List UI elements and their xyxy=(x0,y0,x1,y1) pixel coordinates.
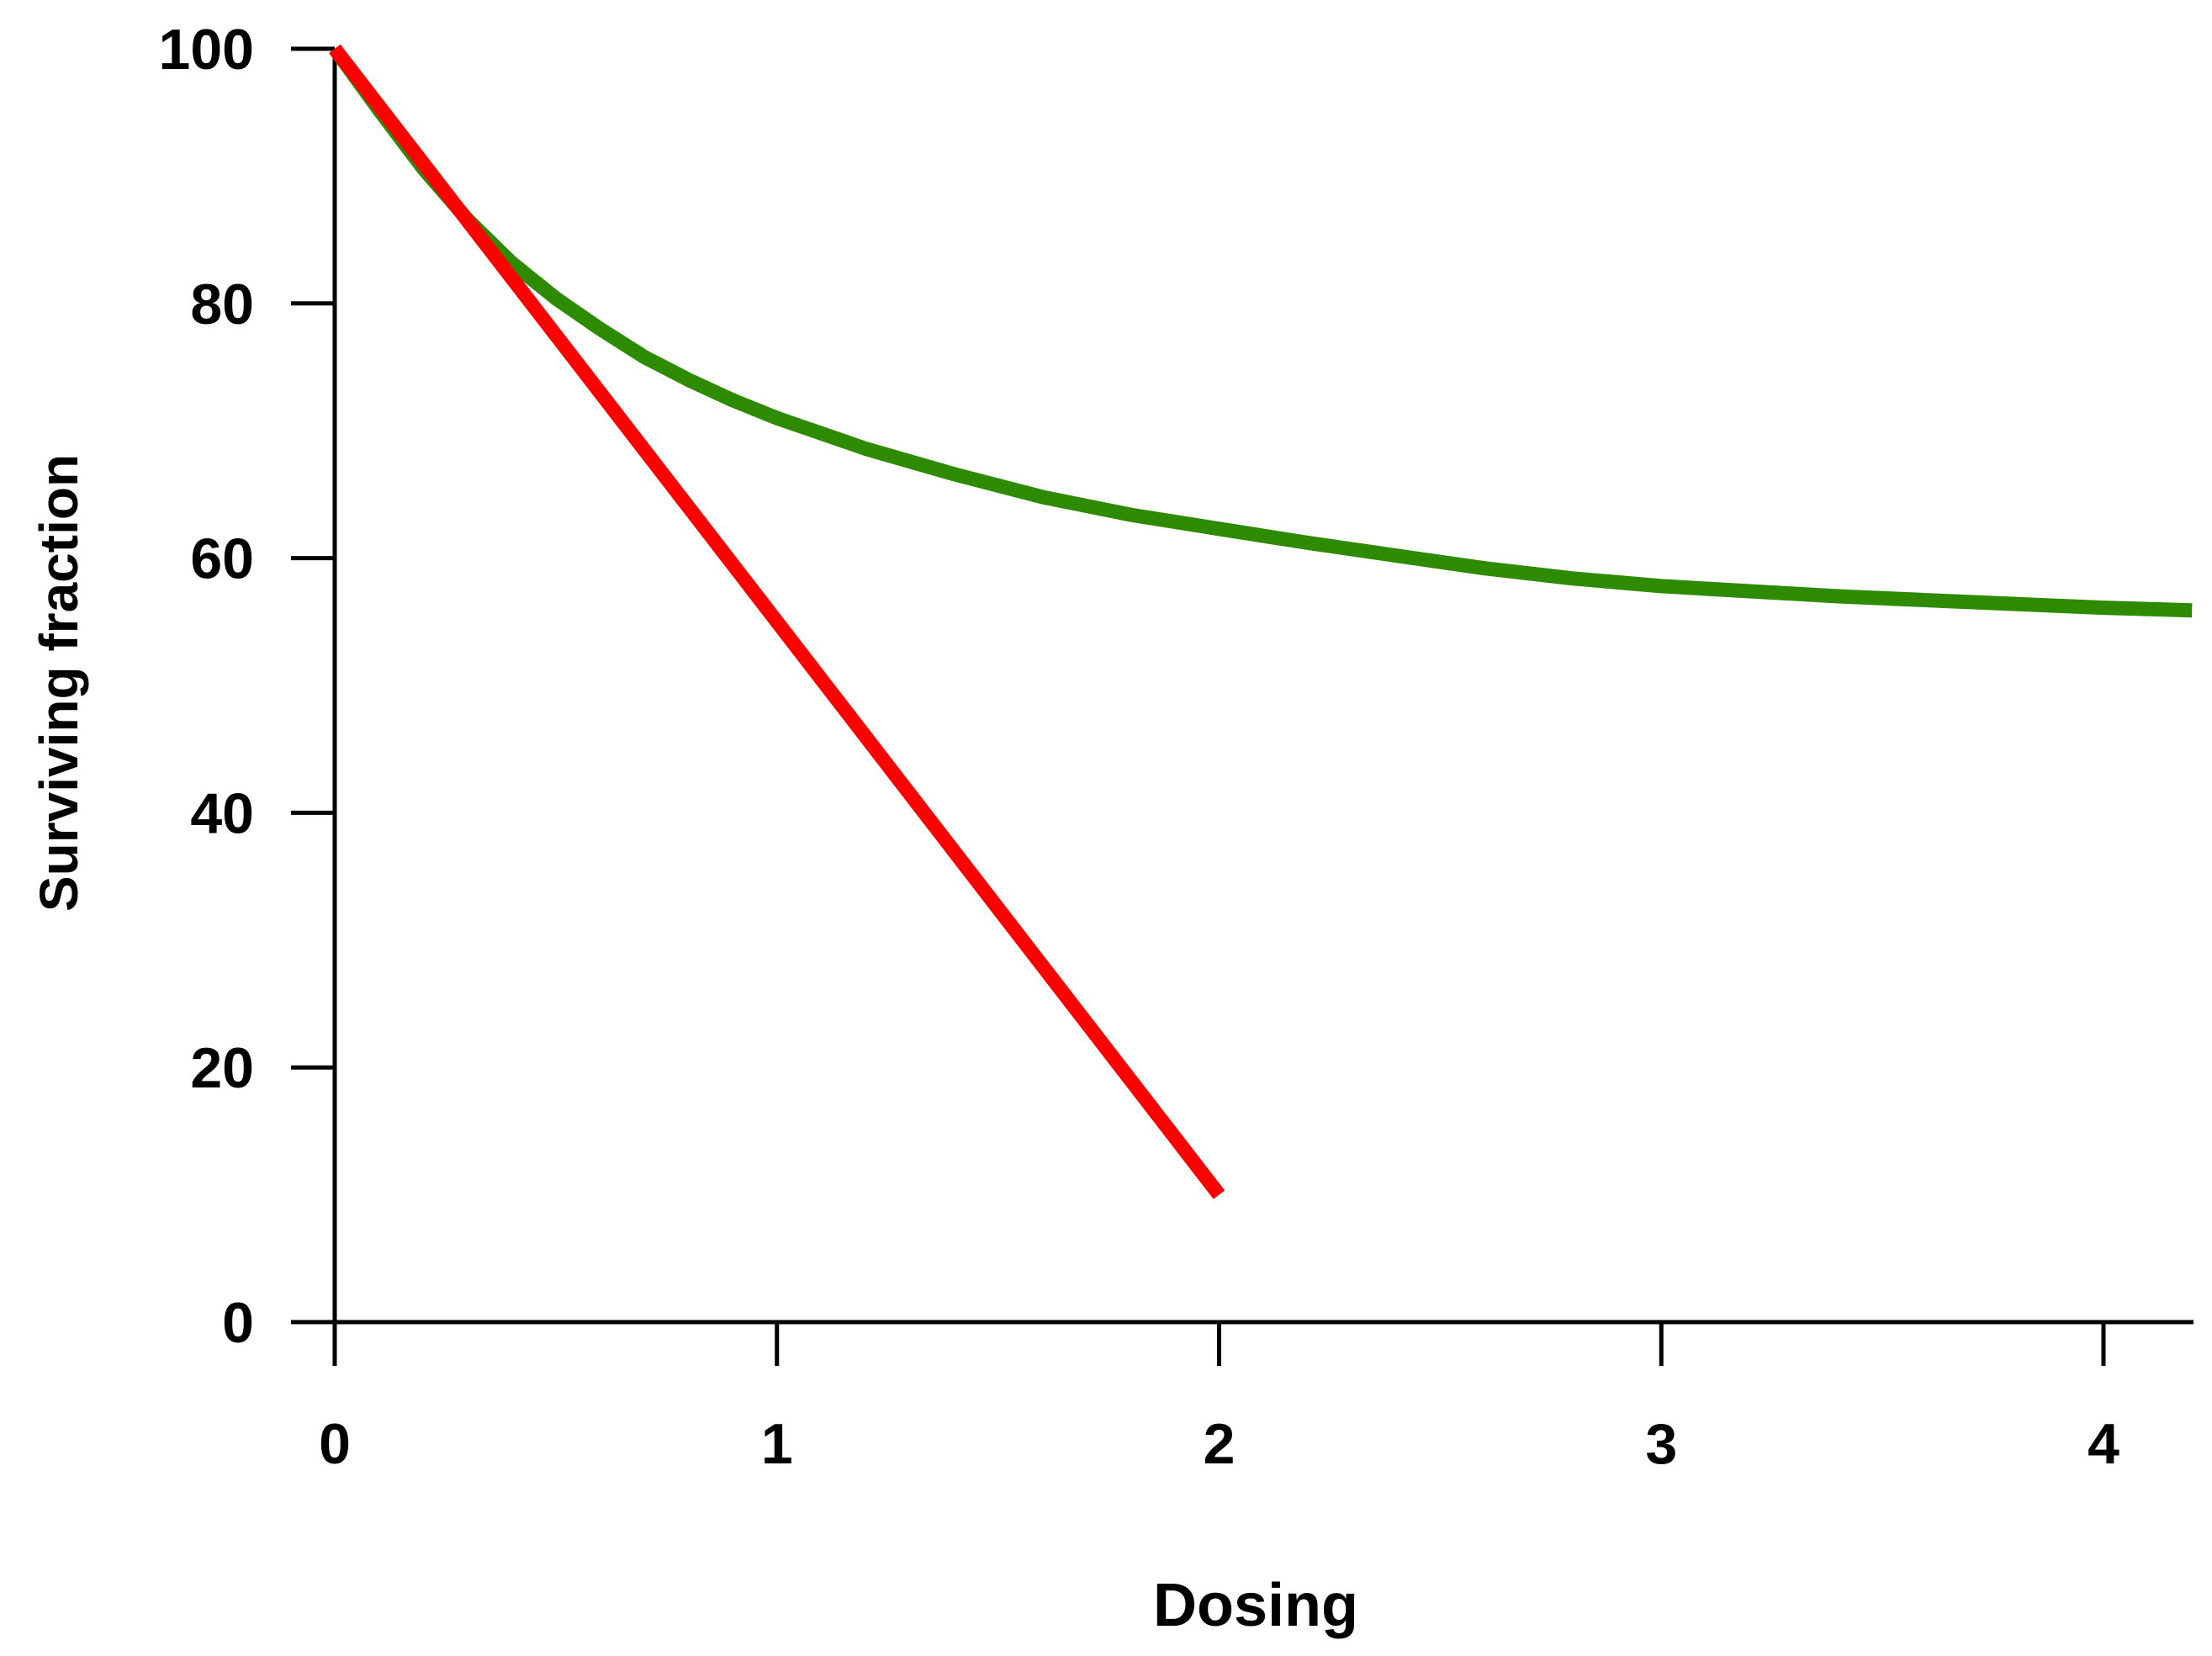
y-tick-label: 100 xyxy=(159,18,254,82)
x-tick-label: 4 xyxy=(2088,1412,2119,1476)
axes: 0 20 40 60 80 100 0 1 2 3 4 xyxy=(159,18,2193,1476)
x-axis-label: Dosing xyxy=(1153,1572,1358,1639)
x-tick-label: 0 xyxy=(319,1412,351,1476)
y-axis-label: Surviving fraction xyxy=(29,454,89,912)
axis-labels: Dosing Surviving fraction xyxy=(29,454,1358,1639)
y-tick-label: 0 xyxy=(222,1291,254,1355)
x-tick-label: 2 xyxy=(1204,1412,1236,1476)
series-line-2 xyxy=(329,44,1225,1199)
y-tick-label: 80 xyxy=(190,272,254,336)
y-tick-label: 20 xyxy=(190,1036,254,1100)
series-lines xyxy=(329,44,2193,1199)
y-tick-label: 60 xyxy=(190,527,254,591)
series-line-1 xyxy=(329,45,2193,618)
x-tick-label: 1 xyxy=(761,1412,793,1476)
y-tick-label: 40 xyxy=(190,781,254,845)
x-tick-label: 3 xyxy=(1645,1412,1677,1476)
